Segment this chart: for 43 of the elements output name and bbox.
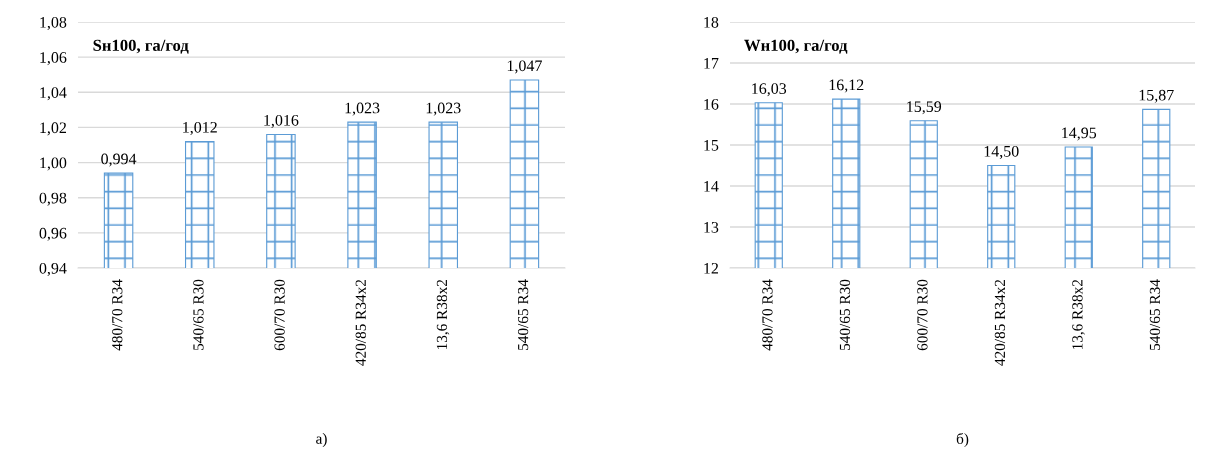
data-label: 0,994 xyxy=(101,153,137,167)
y-tick-label: 0,96 xyxy=(39,227,67,241)
y-tick-label: 16 xyxy=(704,98,719,110)
x-tick-label: 480/70 R34 xyxy=(112,279,123,351)
data-label: 1,012 xyxy=(183,121,217,135)
y-tick-label: 1,06 xyxy=(40,52,67,66)
y-tick-label: 12 xyxy=(704,262,719,274)
data-label: 15,59 xyxy=(907,101,942,115)
x-tick-label: 540/65 R34 xyxy=(517,279,529,350)
data-label: 1,047 xyxy=(507,60,542,74)
data-label: 14,50 xyxy=(984,145,1019,159)
y-tick-label: 1,02 xyxy=(40,122,67,136)
y-tick-label: 0,98 xyxy=(39,192,67,206)
y-tick-label: 0,94 xyxy=(39,262,67,276)
x-tick-label: 600/70 R30 xyxy=(917,279,928,351)
y-tick-label: 17 xyxy=(704,58,719,69)
y-tick-label: 18 xyxy=(704,16,719,28)
x-tick-label: 540/65 R30 xyxy=(193,279,204,350)
x-tick-label: 13,6 R38x2 xyxy=(436,279,450,350)
y-tick-label: 13 xyxy=(704,221,719,233)
x-tick-label: 13,6 R38x2 xyxy=(1072,279,1085,350)
data-label: 1,016 xyxy=(264,114,299,128)
data-label: 14,95 xyxy=(1062,127,1097,141)
data-label: 1,023 xyxy=(345,102,380,116)
y-tick-label: 15 xyxy=(704,140,719,151)
x-tick-label: 600/70 R30 xyxy=(274,279,285,351)
y-tick-label: 1,08 xyxy=(40,16,67,30)
x-tick-label: 540/65 R34 xyxy=(1149,279,1161,350)
data-label: 1,023 xyxy=(426,102,461,116)
text: а) xyxy=(316,433,327,447)
data-label: 16,03 xyxy=(752,83,787,97)
y-tick-label: 1,04 xyxy=(40,87,67,101)
text: Sн100, га/год xyxy=(93,39,189,54)
text: б) xyxy=(956,432,969,448)
x-tick-label: 420/85 R34x2 xyxy=(355,279,366,366)
data-label: 16,12 xyxy=(829,79,864,93)
y-tick-label: 1,00 xyxy=(40,157,67,171)
x-tick-label: 420/85 R34x2 xyxy=(994,279,1006,366)
x-tick-label: 480/70 R34 xyxy=(762,279,773,351)
data-label: 15,87 xyxy=(1139,89,1174,103)
text: Wн100, га/год xyxy=(744,39,848,54)
x-tick-label: 540/65 R30 xyxy=(839,279,851,350)
y-tick-label: 14 xyxy=(704,181,719,192)
